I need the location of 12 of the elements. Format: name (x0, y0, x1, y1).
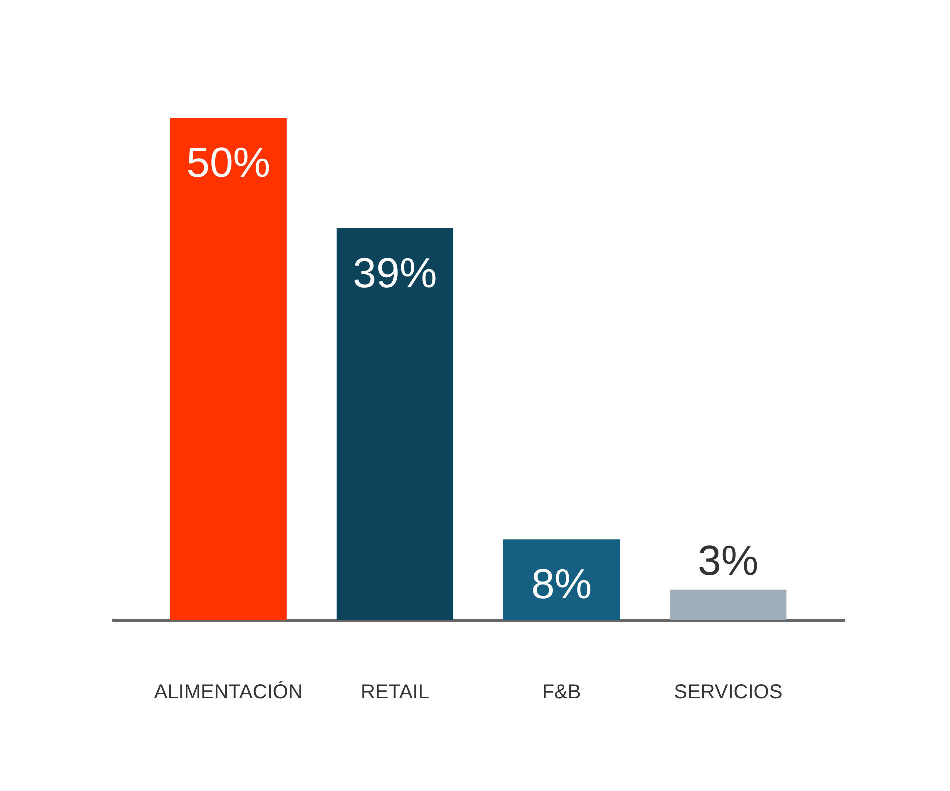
x-tick-label: F&B (542, 682, 582, 704)
data-label: 8% (531, 560, 592, 608)
data-label: 50% (186, 139, 271, 186)
bar (170, 118, 287, 620)
bar (336, 228, 454, 620)
x-tick-label: ALIMENTACIÓN (154, 680, 303, 704)
bar (503, 540, 620, 620)
x-tick-label: SERVICIOS (674, 682, 783, 704)
data-label: 3% (698, 536, 759, 584)
data-label: 39% (353, 249, 438, 296)
x-tick-label: RETAIL (360, 682, 430, 704)
bar (670, 590, 787, 620)
